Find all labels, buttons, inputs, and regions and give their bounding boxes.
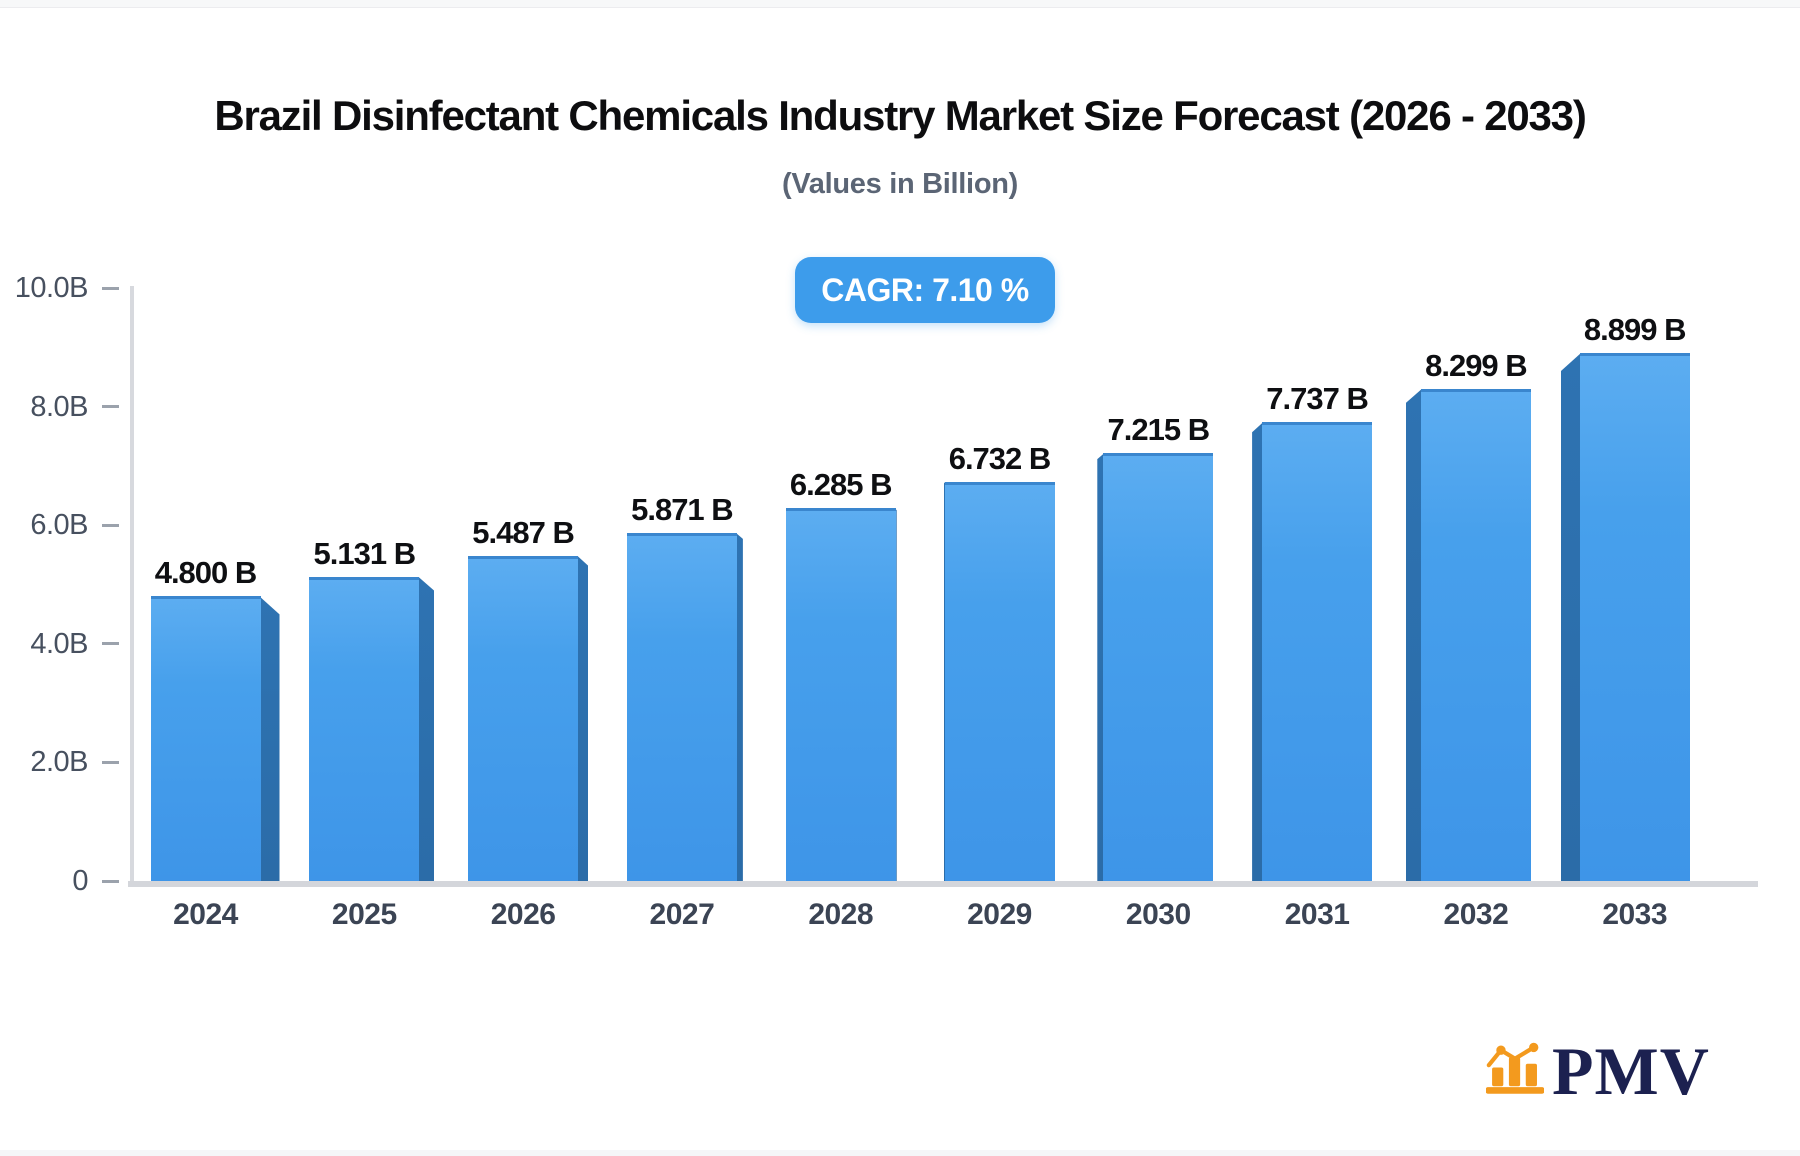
x-axis-label-2032: 2032 (1443, 898, 1509, 931)
y-axis-tick-label: 8.0B (30, 390, 88, 423)
x-axis-label-2029: 2029 (967, 898, 1032, 931)
y-axis-tick-mark (102, 760, 119, 764)
y-axis-tick-mark (102, 286, 119, 290)
bar-side-face-2024 (259, 596, 280, 881)
bar-value-label-2025: 5.131 B (313, 535, 417, 571)
x-axis-label-2028: 2028 (808, 898, 874, 931)
bar-value-label-2030: 7.215 B (1107, 412, 1211, 448)
pmv-logo: PMV (1486, 1033, 1710, 1109)
x-axis-label-2024: 2024 (173, 898, 238, 931)
y-axis-tick-label: 0 (72, 865, 88, 897)
bar-side-face-2032 (1405, 388, 1422, 881)
bar-side-face-2026 (577, 555, 589, 881)
y-axis-tick-label: 6.0B (30, 509, 88, 542)
bar-side-face-2031 (1252, 422, 1264, 881)
x-axis-label-2025: 2025 (331, 898, 397, 931)
bar-side-face-2025 (418, 576, 435, 881)
bar-side-face-2027 (735, 532, 743, 881)
y-axis-tick-mark (102, 405, 119, 409)
bar-2026 (468, 555, 579, 881)
bar-side-face-2028 (894, 508, 897, 881)
x-axis-label-2033: 2033 (1602, 898, 1668, 931)
bar-2028 (785, 508, 896, 881)
bar-2030 (1103, 453, 1214, 881)
bar-value-label-2027: 5.871 B (631, 491, 734, 527)
bar-2024 (150, 596, 261, 881)
bar-chart-logo-icon (1486, 1042, 1544, 1094)
bar-value-label-2028: 6.285 B (789, 467, 893, 503)
y-axis-tick-label: 2.0B (30, 746, 88, 779)
y-axis-tick-mark (102, 879, 119, 883)
bar-value-label-2024: 4.800 B (154, 555, 258, 591)
x-axis-label-2027: 2027 (649, 898, 715, 931)
x-axis-label-2031: 2031 (1284, 898, 1350, 931)
bar-2025 (309, 576, 420, 881)
chart-subtitle: (Values in Billion) (782, 168, 1018, 200)
y-axis-tick-mark (102, 642, 119, 646)
bar-2029 (944, 481, 1055, 881)
pmv-logo-text: PMV (1552, 1033, 1710, 1109)
top-edge-strip (0, 0, 1800, 8)
bar-side-face-2033 (1560, 353, 1581, 881)
x-axis-baseline (128, 881, 1758, 887)
bar-value-label-2033: 8.899 B (1583, 312, 1687, 348)
bar-2031 (1262, 422, 1373, 881)
bar-value-label-2032: 8.299 B (1425, 347, 1528, 383)
y-axis-tick-label: 4.0B (30, 627, 88, 660)
y-axis-line (130, 286, 134, 883)
y-axis-tick-label: 10.0B (14, 272, 89, 304)
bar-value-label-2031: 7.737 B (1266, 381, 1369, 417)
x-axis-label-2030: 2030 (1125, 898, 1191, 931)
x-axis-label-2026: 2026 (490, 898, 556, 931)
bar-value-label-2026: 5.487 B (472, 514, 575, 550)
bar-value-label-2029: 6.732 B (948, 440, 1052, 476)
cagr-badge-label: CAGR: 7.10 % (821, 271, 1029, 308)
bar-2033 (1579, 353, 1690, 881)
bottom-edge-strip (0, 1150, 1800, 1156)
cagr-badge: CAGR: 7.10 % (795, 257, 1055, 323)
bar-side-face-2030 (1097, 453, 1105, 881)
bar-2032 (1420, 388, 1531, 881)
y-axis-tick-mark (102, 523, 119, 527)
bar-2027 (626, 532, 737, 881)
chart-title: Brazil Disinfectant Chemicals Industry M… (214, 92, 1586, 139)
